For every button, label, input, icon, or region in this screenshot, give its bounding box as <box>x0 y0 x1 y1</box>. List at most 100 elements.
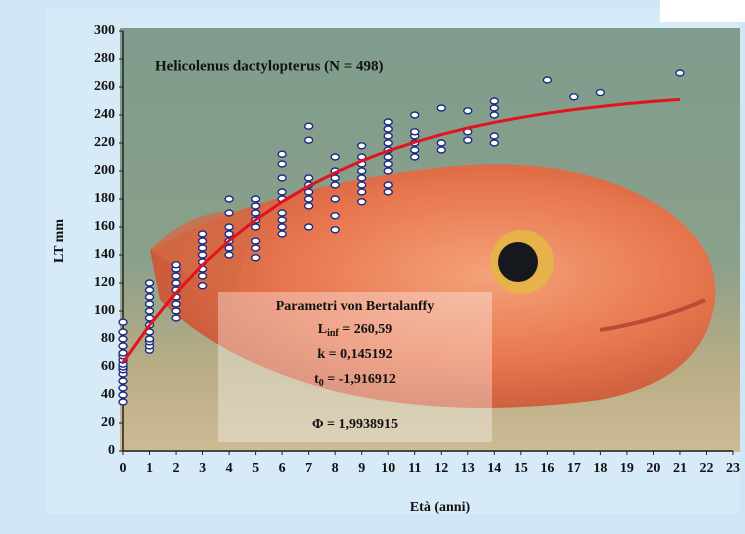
data-point <box>436 104 446 112</box>
y-tick-label: 200 <box>94 163 115 178</box>
data-point <box>277 174 287 182</box>
data-point <box>197 272 208 280</box>
annotation-line: k = 0,145192 <box>317 347 392 362</box>
annotation-line: Φ = 1,9938915 <box>312 417 398 432</box>
y-tick-label: 100 <box>94 303 115 318</box>
data-point <box>410 111 420 119</box>
data-point <box>463 136 473 144</box>
data-point <box>303 122 314 130</box>
data-point <box>277 209 287 217</box>
x-axis-label: Età (anni) <box>410 500 471 515</box>
data-point <box>383 160 393 168</box>
x-tick-label: 21 <box>673 461 687 476</box>
data-point <box>383 181 393 189</box>
data-point <box>118 318 128 326</box>
data-point <box>356 188 367 196</box>
y-tick-label: 80 <box>101 331 115 346</box>
data-point <box>197 244 208 252</box>
data-point <box>489 132 500 140</box>
data-point <box>383 125 393 133</box>
data-point <box>410 146 420 154</box>
data-point <box>171 279 181 287</box>
data-point <box>383 167 393 175</box>
data-point <box>383 188 393 196</box>
annotation-text: t <box>314 372 319 387</box>
annotation-text: = 260,59 <box>339 322 392 337</box>
data-point <box>171 272 181 280</box>
y-tick-label: 40 <box>101 387 115 402</box>
data-point <box>303 136 314 144</box>
data-point <box>250 237 261 245</box>
annotation-line: Linf = 260,59 <box>318 322 393 339</box>
data-point <box>489 104 500 112</box>
x-tick-label: 18 <box>593 461 607 476</box>
data-point <box>330 195 340 203</box>
data-point <box>595 88 606 97</box>
y-tick-label: 0 <box>108 443 115 458</box>
x-tick-label: 6 <box>279 461 286 476</box>
y-tick-label: 220 <box>94 135 115 150</box>
data-point <box>277 230 287 238</box>
annotation-subscript: 0 <box>319 378 324 389</box>
x-tick-label: 16 <box>540 461 554 476</box>
data-point <box>436 146 446 154</box>
data-point <box>569 93 579 101</box>
x-tick-label: 12 <box>434 461 448 476</box>
x-tick-label: 19 <box>620 461 634 476</box>
y-tick-label: 260 <box>94 79 115 94</box>
data-point <box>303 188 314 196</box>
data-point <box>197 237 208 245</box>
data-point <box>277 223 287 231</box>
y-tick-label: 140 <box>94 247 115 262</box>
data-point <box>250 209 261 217</box>
data-point <box>118 391 128 399</box>
data-point <box>489 97 500 105</box>
data-point <box>171 314 181 322</box>
corner <box>660 0 745 22</box>
x-tick-label: 5 <box>252 461 259 476</box>
y-tick-label: 180 <box>94 191 115 206</box>
data-point <box>356 174 367 182</box>
data-point <box>303 195 314 203</box>
y-tick-label: 20 <box>101 415 115 430</box>
data-point <box>330 212 340 220</box>
chart-title: Helicolenus dactylopterus (N = 498) <box>155 58 384 74</box>
data-point <box>118 377 128 385</box>
y-tick-label: 280 <box>94 51 115 66</box>
x-tick-label: 22 <box>699 461 713 476</box>
x-tick-label: 1 <box>146 461 153 476</box>
data-point <box>144 279 155 287</box>
data-point <box>197 230 208 238</box>
fish-pupil <box>498 242 538 282</box>
x-tick-label: 4 <box>226 461 233 476</box>
data-point <box>489 111 500 119</box>
fish-mouth <box>599 298 706 332</box>
data-point <box>118 328 128 336</box>
data-point <box>410 153 420 161</box>
data-point <box>250 223 261 231</box>
data-point <box>250 254 261 262</box>
annotation-text: = -1,916912 <box>324 372 396 387</box>
data-point <box>383 153 393 161</box>
x-tick-label: 17 <box>567 461 581 476</box>
x-tick-label: 8 <box>332 461 339 476</box>
data-point <box>675 69 685 77</box>
x-tick-label: 7 <box>305 461 312 476</box>
data-point <box>542 76 553 84</box>
data-point <box>356 142 367 150</box>
data-point <box>250 244 261 252</box>
data-point <box>197 251 208 259</box>
data-point <box>330 226 340 234</box>
fit-curve <box>121 97 681 364</box>
data-point <box>144 286 155 294</box>
data-point <box>383 118 393 126</box>
x-tick-label: 2 <box>173 461 180 476</box>
data-point <box>118 384 128 392</box>
y-tick-label: 120 <box>94 275 115 290</box>
data-point <box>224 209 234 217</box>
data-point <box>303 223 314 231</box>
y-tick-label: 160 <box>94 219 115 234</box>
annotation-text: Φ = 1,9938915 <box>312 417 398 432</box>
data-point <box>489 139 500 147</box>
data-point <box>383 132 393 140</box>
